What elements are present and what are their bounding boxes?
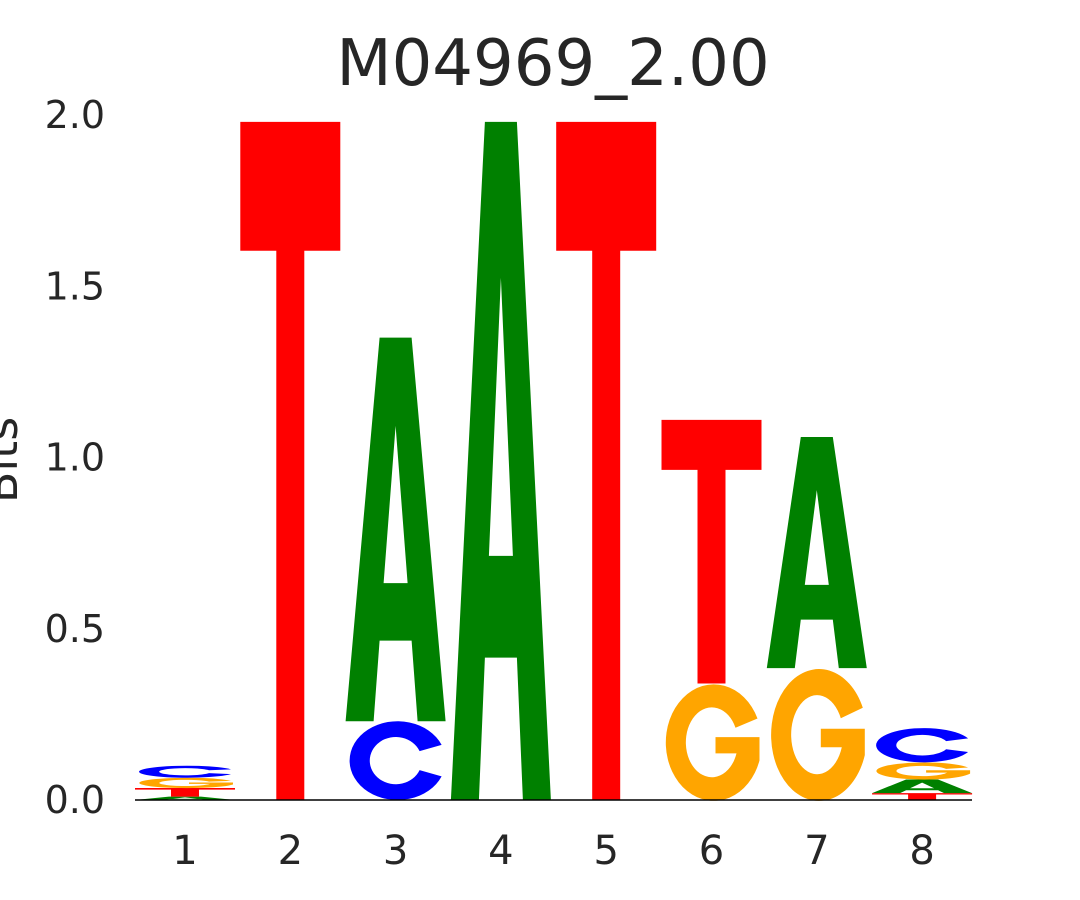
logo-letter-t (872, 793, 973, 800)
logo-letter-g (876, 762, 971, 780)
logo-letter-t (556, 121, 657, 801)
y-tick-label: 0.5 (45, 607, 105, 651)
logo-letter-a (450, 121, 551, 801)
x-tick-label: 7 (804, 828, 829, 874)
logo-letter-c (349, 721, 442, 800)
logo-letter-a (345, 337, 446, 722)
y-tick-label: 0.0 (45, 778, 105, 822)
x-tick-label: 2 (278, 828, 303, 874)
logo-letter-g (665, 684, 760, 801)
y-tick-label: 2.0 (45, 93, 105, 137)
logo-letter-a (135, 796, 235, 800)
logo-letter-g (771, 669, 865, 801)
logo-letter-a (766, 436, 867, 669)
x-tick-label: 1 (172, 828, 197, 874)
logo-letter-c (139, 765, 231, 778)
logo-letter-c (876, 728, 969, 763)
x-tick-label: 6 (699, 828, 724, 874)
logo-letter-t (661, 419, 762, 684)
logo-letter-t (135, 788, 235, 797)
logo-letter-a (872, 779, 973, 794)
logo-letters (135, 121, 973, 801)
logo-letter-g (139, 777, 233, 789)
x-axis-ticks: 1 2 3 4 5 6 7 8 (172, 828, 935, 874)
x-tick-label: 5 (593, 828, 618, 874)
y-axis-ticks: 0.0 0.5 1.0 1.5 2.0 (45, 93, 105, 822)
x-tick-label: 8 (909, 828, 934, 874)
y-tick-label: 1.0 (45, 436, 105, 480)
chart-title: M04969_2.00 (336, 27, 769, 101)
y-tick-label: 1.5 (45, 264, 105, 308)
y-axis-label: Bits (0, 417, 28, 503)
x-tick-label: 4 (488, 828, 513, 874)
logo-letter-t (240, 121, 341, 801)
x-tick-label: 3 (383, 828, 408, 874)
